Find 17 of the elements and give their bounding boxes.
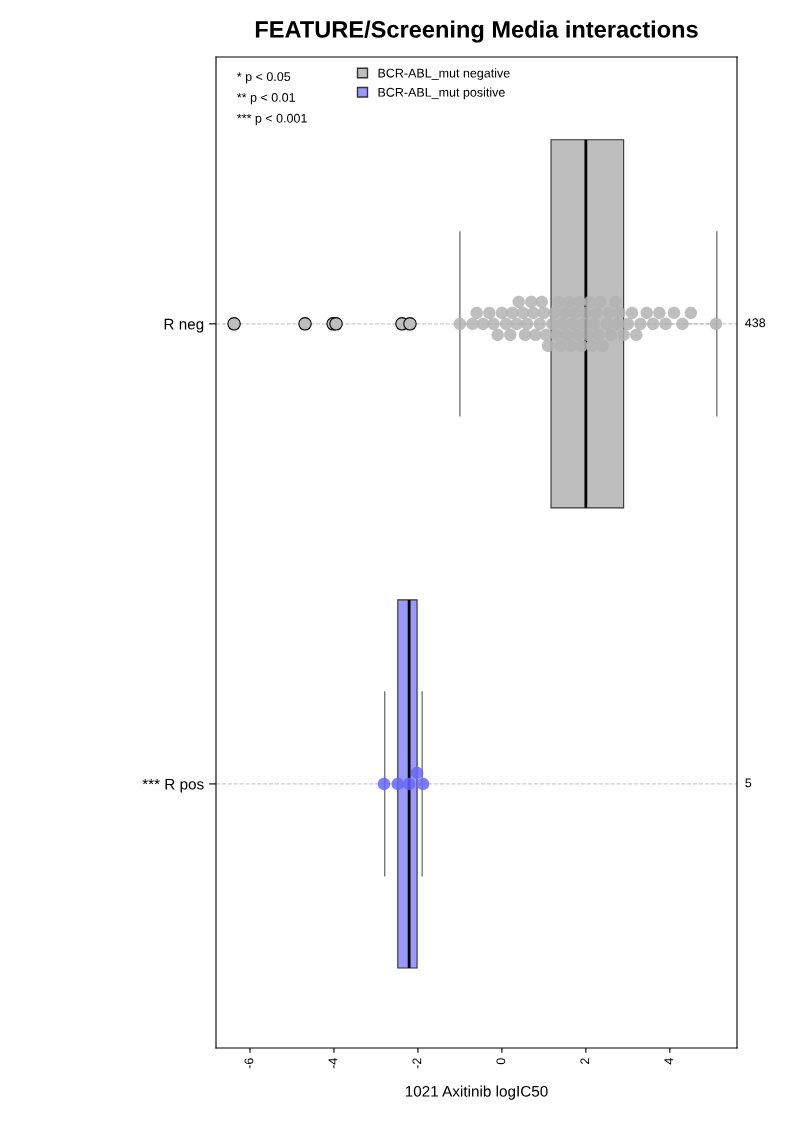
x-tick-label: 4 [664, 1058, 674, 1065]
text: 5 [745, 778, 752, 788]
x-tick-label: 0 [496, 1058, 506, 1065]
x-tick-label: -6 [244, 1058, 254, 1069]
annotation: *** p < 0.001 [237, 113, 307, 126]
y-tick-label: *** R pos [142, 778, 204, 793]
annotation: * p < 0.05 [237, 72, 291, 84]
annotation: ** p < 0.01 [237, 93, 295, 105]
legend-label: BCR-ABL_mut negative [378, 68, 510, 80]
text: 438 [745, 318, 766, 328]
y-tick-label: R neg [164, 318, 204, 333]
chart-title: FEATURE/Screening Media interactions [255, 20, 698, 43]
x-axis-title: 1021 Axitinib logIC50 [405, 1085, 548, 1100]
x-tick-label: -4 [328, 1058, 338, 1069]
x-tick-label: -2 [412, 1058, 422, 1069]
legend-label: BCR-ABL_mut positive [378, 87, 505, 100]
x-tick-label: 2 [580, 1058, 590, 1065]
